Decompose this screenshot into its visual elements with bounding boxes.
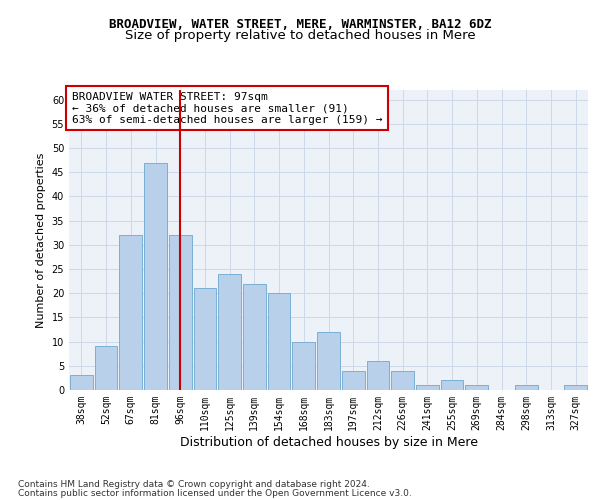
Bar (317, 332, 340, 390)
Bar (70, 376, 93, 390)
Bar (292, 342, 315, 390)
Bar (441, 380, 463, 390)
Bar (169, 235, 191, 390)
Y-axis label: Number of detached properties: Number of detached properties (36, 152, 46, 328)
Bar (515, 385, 538, 390)
Bar (144, 162, 167, 390)
Bar (243, 284, 266, 390)
Bar (466, 385, 488, 390)
Text: BROADVIEW WATER STREET: 97sqm
← 36% of detached houses are smaller (91)
63% of s: BROADVIEW WATER STREET: 97sqm ← 36% of d… (71, 92, 382, 124)
Bar (367, 361, 389, 390)
Text: Contains HM Land Registry data © Crown copyright and database right 2024.: Contains HM Land Registry data © Crown c… (18, 480, 370, 489)
Bar (194, 288, 216, 390)
Bar (119, 235, 142, 390)
Bar (416, 385, 439, 390)
Text: Size of property relative to detached houses in Mere: Size of property relative to detached ho… (125, 29, 475, 42)
Bar (268, 293, 290, 390)
Bar (342, 370, 365, 390)
Bar (218, 274, 241, 390)
Bar (391, 370, 414, 390)
Bar (564, 385, 587, 390)
Text: BROADVIEW, WATER STREET, MERE, WARMINSTER, BA12 6DZ: BROADVIEW, WATER STREET, MERE, WARMINSTE… (109, 18, 491, 30)
Bar (95, 346, 118, 390)
X-axis label: Distribution of detached houses by size in Mere: Distribution of detached houses by size … (179, 436, 478, 448)
Text: Contains public sector information licensed under the Open Government Licence v3: Contains public sector information licen… (18, 488, 412, 498)
